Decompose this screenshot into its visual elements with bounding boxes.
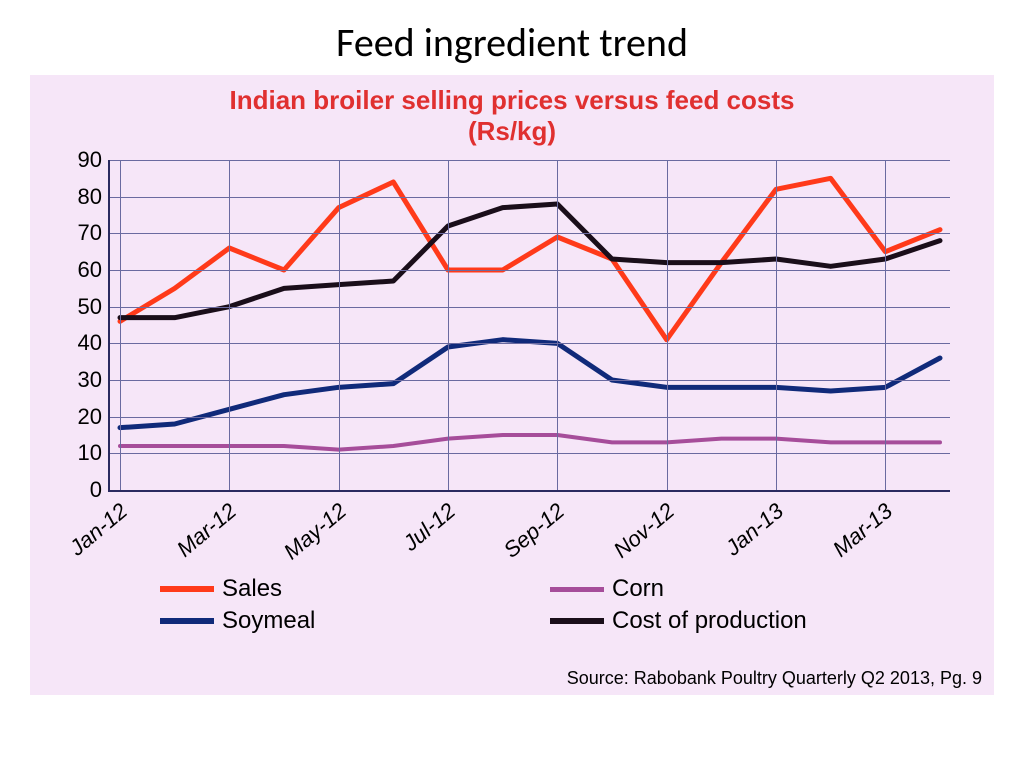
gridline-v (339, 160, 340, 490)
x-tick-label: May-12 (335, 498, 352, 518)
gridline-v (557, 160, 558, 490)
gridline-h (110, 270, 950, 271)
legend-item-sales: Sales (160, 575, 550, 603)
plot-area: 0102030405060708090Jan-12Mar-12May-12Jul… (108, 160, 950, 492)
source-text: Source: Rabobank Poultry Quarterly Q2 20… (567, 668, 982, 689)
y-tick-label: 80 (78, 184, 102, 210)
legend-label: Cost of production (612, 607, 807, 635)
y-tick-label: 60 (78, 257, 102, 283)
x-tick-label: Jan-13 (772, 498, 789, 518)
legend-row: Sales Corn (160, 575, 940, 603)
legend-swatch (160, 586, 214, 592)
gridline-v (667, 160, 668, 490)
legend-item-cost-of-production: Cost of production (550, 607, 940, 635)
series-line-corn (120, 435, 940, 450)
gridline-h (110, 197, 950, 198)
gridline-h (110, 417, 950, 418)
x-tick-label: Mar-13 (881, 498, 898, 518)
gridline-h (110, 233, 950, 234)
gridline-v (448, 160, 449, 490)
chart-lines (110, 160, 950, 490)
legend-label: Corn (612, 575, 664, 603)
legend-swatch (160, 618, 214, 624)
chart-title-line2: (Rs/kg) (468, 116, 556, 146)
gridline-v (885, 160, 886, 490)
legend-label: Sales (222, 575, 282, 603)
gridline-v (776, 160, 777, 490)
y-tick-label: 10 (78, 440, 102, 466)
legend: Sales Corn Soymeal Cost of production (160, 575, 940, 639)
x-tick-label: Sep-12 (553, 498, 570, 518)
series-line-cost-of-production (120, 204, 940, 318)
y-tick-label: 50 (78, 294, 102, 320)
gridline-h (110, 160, 950, 161)
gridline-v (120, 160, 121, 490)
x-tick-label: Mar-12 (225, 498, 242, 518)
legend-swatch (550, 618, 604, 624)
y-tick-label: 20 (78, 404, 102, 430)
gridline-h (110, 343, 950, 344)
legend-swatch (550, 587, 604, 592)
gridline-h (110, 453, 950, 454)
chart-title-line1: Indian broiler selling prices versus fee… (230, 85, 795, 115)
y-tick-label: 0 (90, 477, 102, 503)
y-tick-label: 40 (78, 330, 102, 356)
legend-item-soymeal: Soymeal (160, 607, 550, 635)
legend-item-corn: Corn (550, 575, 940, 603)
chart-container: Indian broiler selling prices versus fee… (30, 75, 994, 695)
series-line-soymeal (120, 340, 940, 428)
series-line-sales (120, 178, 940, 339)
slide-title: Feed ingredient trend (0, 0, 1024, 75)
gridline-v (229, 160, 230, 490)
x-tick-label: Nov-12 (663, 498, 680, 518)
legend-row: Soymeal Cost of production (160, 607, 940, 635)
y-tick-label: 70 (78, 220, 102, 246)
x-tick-label: Jul-12 (444, 498, 461, 518)
legend-label: Soymeal (222, 607, 315, 635)
gridline-h (110, 307, 950, 308)
chart-title: Indian broiler selling prices versus fee… (30, 75, 994, 151)
x-tick-label: Jan-12 (116, 498, 133, 518)
gridline-h (110, 380, 950, 381)
y-tick-label: 30 (78, 367, 102, 393)
y-tick-label: 90 (78, 147, 102, 173)
